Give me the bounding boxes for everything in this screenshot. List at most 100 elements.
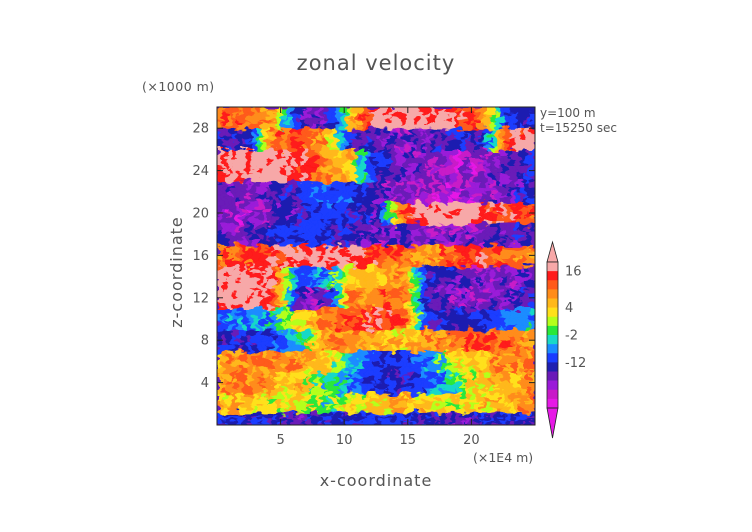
heatmap-cell (316, 144, 322, 150)
heatmap-cell (420, 276, 427, 283)
heatmap-cell (356, 382, 362, 389)
heatmap-cell (465, 345, 472, 352)
heatmap-cell (231, 173, 238, 182)
heatmap-cell (251, 234, 258, 241)
heatmap-cell (231, 128, 238, 135)
heatmap-cell (395, 366, 402, 373)
heatmap-cell (380, 255, 387, 262)
heatmap-cell (231, 202, 238, 209)
heatmap-cell (241, 303, 248, 309)
heatmap-cell (480, 112, 486, 119)
heatmap-cell (281, 213, 288, 219)
heatmap-cell (435, 133, 442, 140)
heatmap-cell (346, 213, 352, 219)
heatmap-cell (281, 281, 288, 288)
heatmap-cell (271, 173, 278, 182)
heatmap-cell (261, 372, 268, 378)
heatmap-cell (256, 350, 263, 357)
heatmap-cell (311, 412, 317, 417)
heatmap-cell (241, 122, 248, 129)
heatmap-cell (371, 138, 377, 145)
heatmap-cell (515, 340, 521, 347)
heatmap-cell (440, 165, 447, 174)
heatmap-cell (361, 340, 367, 347)
heatmap-cell (440, 387, 447, 394)
heatmap-cell (485, 128, 491, 135)
heatmap-cell (505, 202, 511, 209)
heatmap-cell (271, 255, 278, 262)
heatmap-cell (460, 313, 467, 320)
heatmap-cell (395, 334, 402, 341)
heatmap-cell (525, 133, 531, 140)
heatmap-cell (251, 191, 258, 198)
heatmap-cell (306, 281, 313, 288)
heatmap-cell (440, 303, 447, 309)
heatmap-cell (435, 393, 442, 399)
heatmap-cell (311, 297, 317, 304)
heatmap-cell (217, 382, 223, 389)
heatmap-cell (341, 297, 347, 304)
heatmap-cell (346, 239, 352, 246)
colorbar: 164-2-12 (546, 240, 586, 439)
heatmap-cell (505, 412, 511, 417)
heatmap-cell (430, 223, 437, 230)
heatmap-cell (405, 287, 412, 294)
heatmap-cell (351, 340, 357, 347)
heatmap-cell (311, 271, 317, 278)
heatmap-cell (221, 303, 228, 309)
heatmap-cell (301, 112, 308, 119)
heatmap-cell (256, 377, 263, 384)
heatmap-cell (485, 324, 491, 331)
heatmap-cell (480, 186, 486, 193)
heatmap-cell (390, 366, 397, 373)
heatmap-cell (425, 334, 432, 341)
heatmap-cell (485, 366, 491, 373)
heatmap-cell (291, 186, 298, 193)
heatmap-cell (385, 202, 392, 209)
heatmap-cell (376, 421, 382, 425)
heatmap-cell (241, 228, 248, 235)
heatmap-cell (515, 313, 521, 320)
heatmap-cell (217, 387, 223, 394)
heatmap-cell (470, 407, 476, 413)
heatmap-cell (495, 324, 501, 331)
heatmap-cell (425, 329, 432, 336)
heatmap-cell (425, 181, 432, 188)
heatmap-cell (366, 133, 372, 140)
heatmap-cell (351, 228, 357, 235)
heatmap-cell (480, 361, 486, 368)
heatmap-cell (470, 228, 476, 235)
heatmap-cell (455, 234, 462, 241)
heatmap-cell (256, 415, 263, 420)
heatmap-cell (311, 244, 317, 251)
heatmap-cell (326, 287, 332, 294)
heatmap-cell (221, 191, 228, 198)
colorbar-frame (546, 261, 559, 409)
heatmap-cell (485, 281, 491, 288)
heatmap-cell (311, 292, 317, 299)
heatmap-cell (276, 207, 283, 214)
heatmap-cell (510, 393, 516, 399)
heatmap-cell (525, 117, 531, 124)
heatmap-cell (420, 181, 427, 188)
heatmap-cell (296, 260, 303, 267)
heatmap-cell (286, 260, 293, 267)
heatmap-cell (515, 191, 521, 198)
heatmap-cell (485, 223, 491, 230)
heatmap-cell (510, 412, 516, 417)
heatmap-cell (495, 407, 501, 413)
heatmap-cell (390, 382, 397, 389)
heatmap-cell (465, 421, 472, 425)
heatmap-cell (405, 255, 412, 262)
heatmap-cell (276, 361, 283, 368)
heatmap-cell (346, 173, 352, 182)
heatmap-cell (321, 340, 327, 347)
heatmap-cell (336, 366, 342, 373)
heatmap-cell (256, 303, 263, 309)
heatmap-cell (490, 319, 496, 325)
heatmap-cell (226, 412, 233, 417)
heatmap-cell (306, 287, 313, 294)
heatmap-cell (286, 234, 293, 241)
heatmap-cell (410, 186, 417, 193)
heatmap-cell (361, 181, 367, 188)
